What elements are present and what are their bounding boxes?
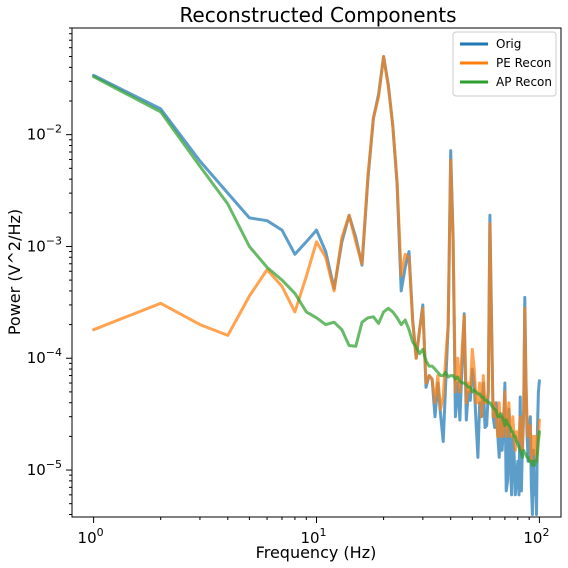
series-line-pe-recon (92, 55, 541, 463)
legend-label-ap-recon: AP Recon (496, 75, 552, 89)
y-tick-label: 10−5 (27, 458, 62, 479)
legend-label-orig: Orig (496, 37, 521, 51)
x-tick-label: 101 (300, 526, 326, 547)
y-tick-label: 10−2 (27, 123, 62, 144)
legend: Orig PE Recon AP Recon (452, 31, 557, 97)
x-axis: 100 101 102 (78, 517, 549, 547)
y-axis-label: Power (V^2/Hz) (5, 209, 24, 335)
series-line-ap-recon (92, 75, 541, 467)
plot-lines (92, 55, 541, 516)
x-tick-label: 100 (78, 526, 104, 547)
y-tick-label: 10−3 (27, 234, 62, 255)
legend-box (452, 31, 557, 97)
legend-label-pe-recon: PE Recon (496, 56, 551, 70)
y-tick-label: 10−4 (27, 346, 62, 367)
y-axis: 10−5 10−4 10−3 10−2 (27, 27, 72, 516)
chart-title: Reconstructed Components (179, 3, 456, 27)
x-tick-label: 102 (523, 526, 549, 547)
x-axis-label: Frequency (Hz) (256, 543, 377, 562)
